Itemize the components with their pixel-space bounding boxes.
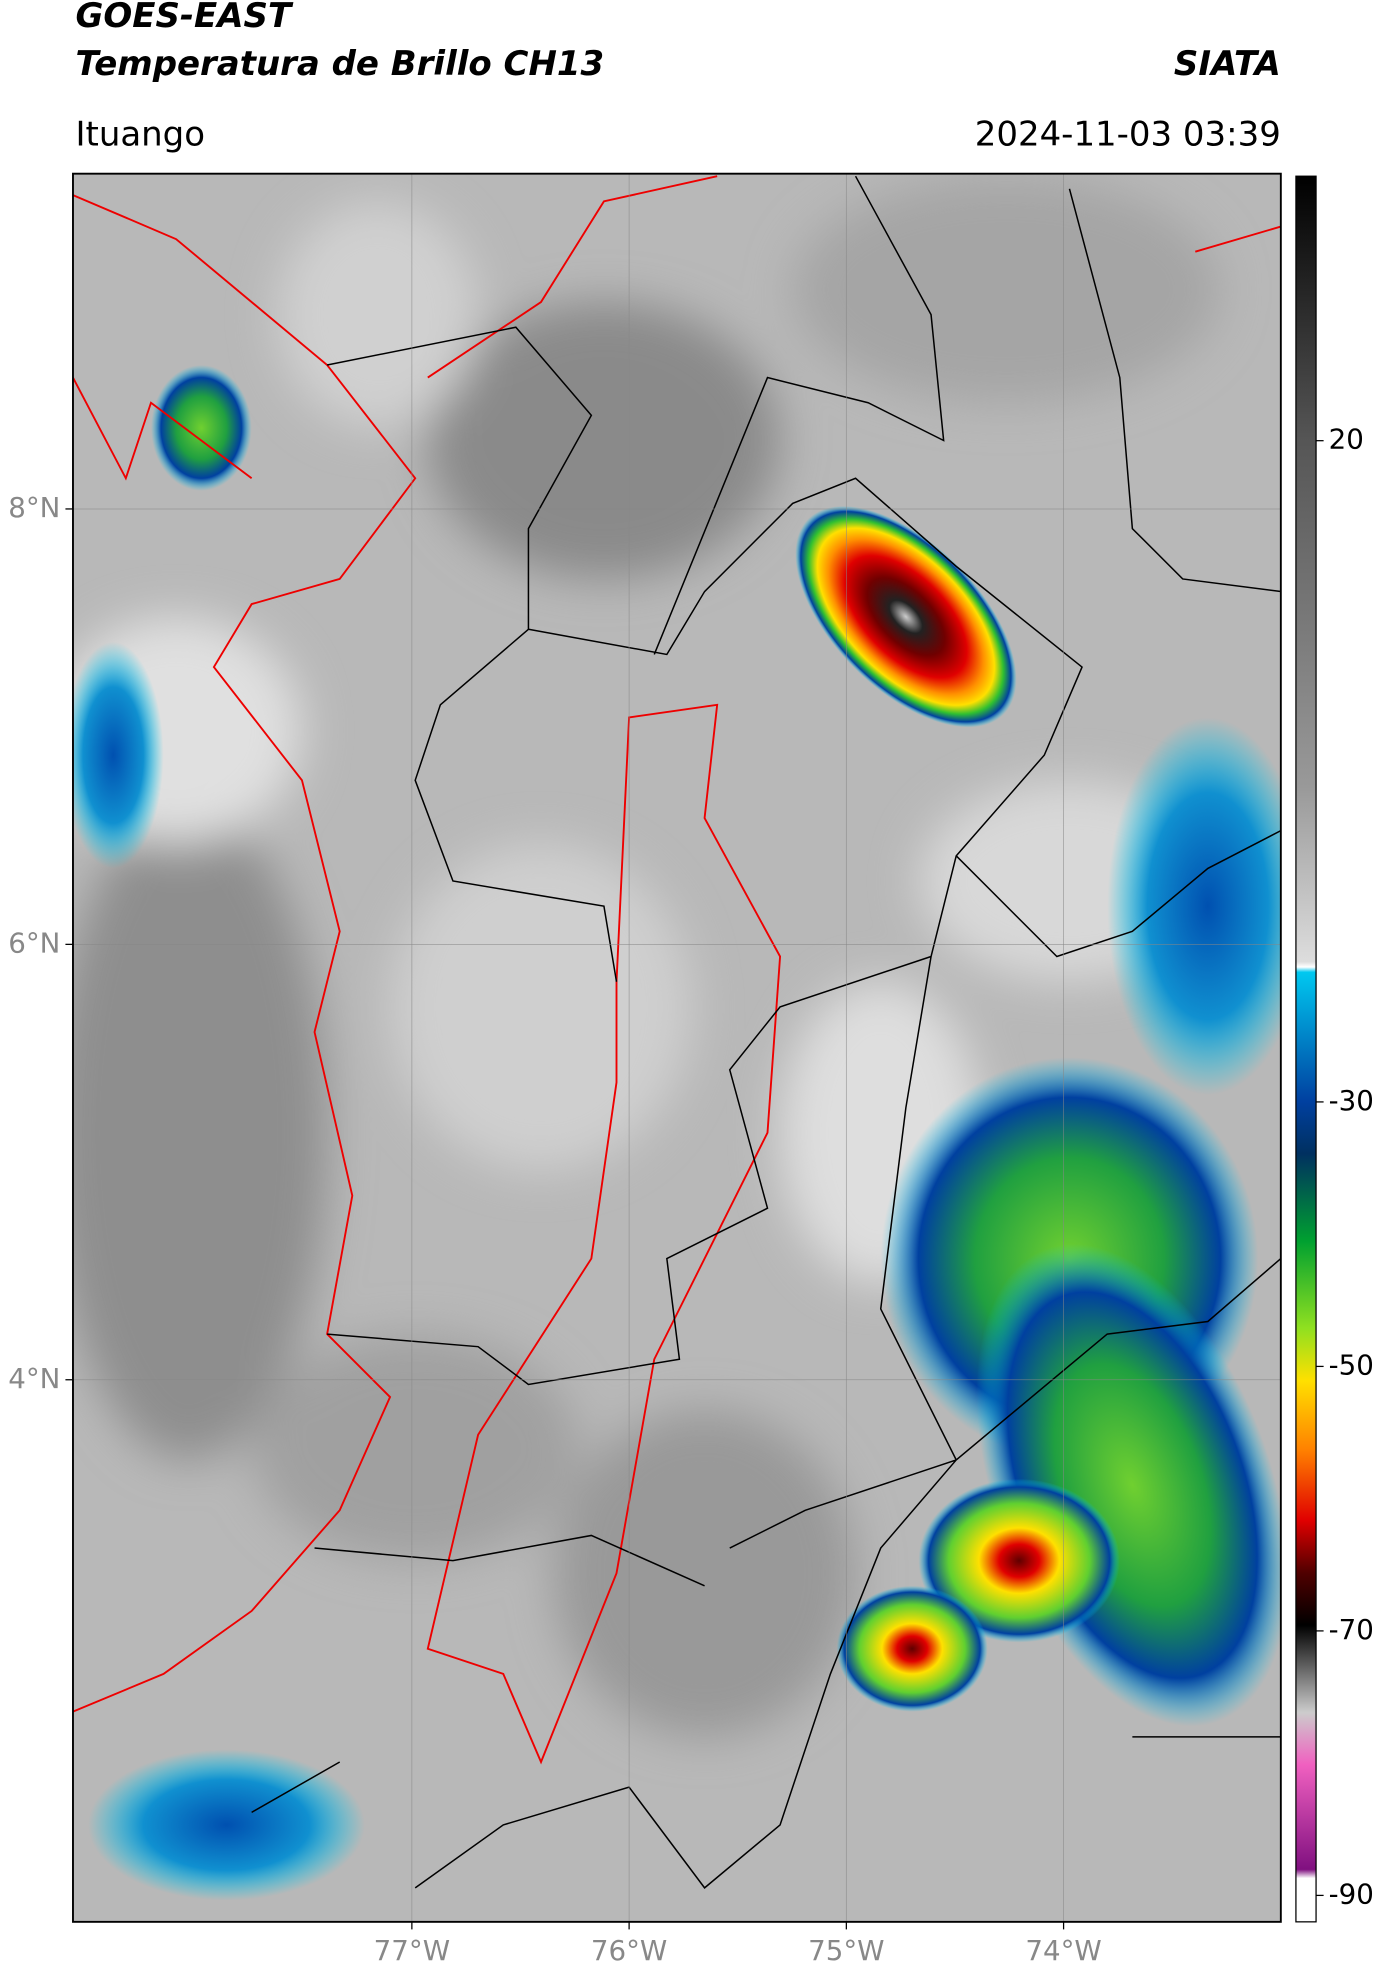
storm-cell [795,506,1017,728]
satellite-image [72,173,1281,1922]
source: SIATA [1174,44,1281,84]
colorbar-tick-label: -30 [1329,1084,1374,1117]
department-border [72,175,1281,1765]
storm-cell [918,1478,1120,1643]
colorbar-tick-label: 20 [1329,423,1364,456]
storm-cell [836,1585,988,1712]
lon-tick-label: 75°W [808,1934,884,1967]
lat-tick-label: 8°N [8,491,60,524]
cold-cloud [72,641,164,869]
lon-tick-label: 77°W [374,1934,450,1967]
municipal-border [251,175,1281,1889]
lon-tick-label: 76°W [591,1934,667,1967]
lat-tick-label: 4°N [8,1362,60,1395]
colorbar [1295,175,1317,1923]
colorbar-tick-label: -70 [1329,1613,1374,1646]
map-frame [72,172,1282,1923]
colorbar-tick-label: -90 [1329,1877,1374,1910]
cold-cloud [1107,717,1281,1095]
lat-tick-label: 6°N [8,926,60,959]
datetime: 2024-11-03 03:39 [975,114,1281,154]
lon-tick-label: 74°W [1025,1934,1101,1967]
graticule [72,173,1281,1922]
colorbar-tick-label: -50 [1329,1348,1374,1381]
subtitle: Temperatura de Brillo CH13 [75,44,604,84]
location: Ituango [75,114,205,154]
convection [150,364,252,491]
title: GOES-EAST [75,0,293,36]
